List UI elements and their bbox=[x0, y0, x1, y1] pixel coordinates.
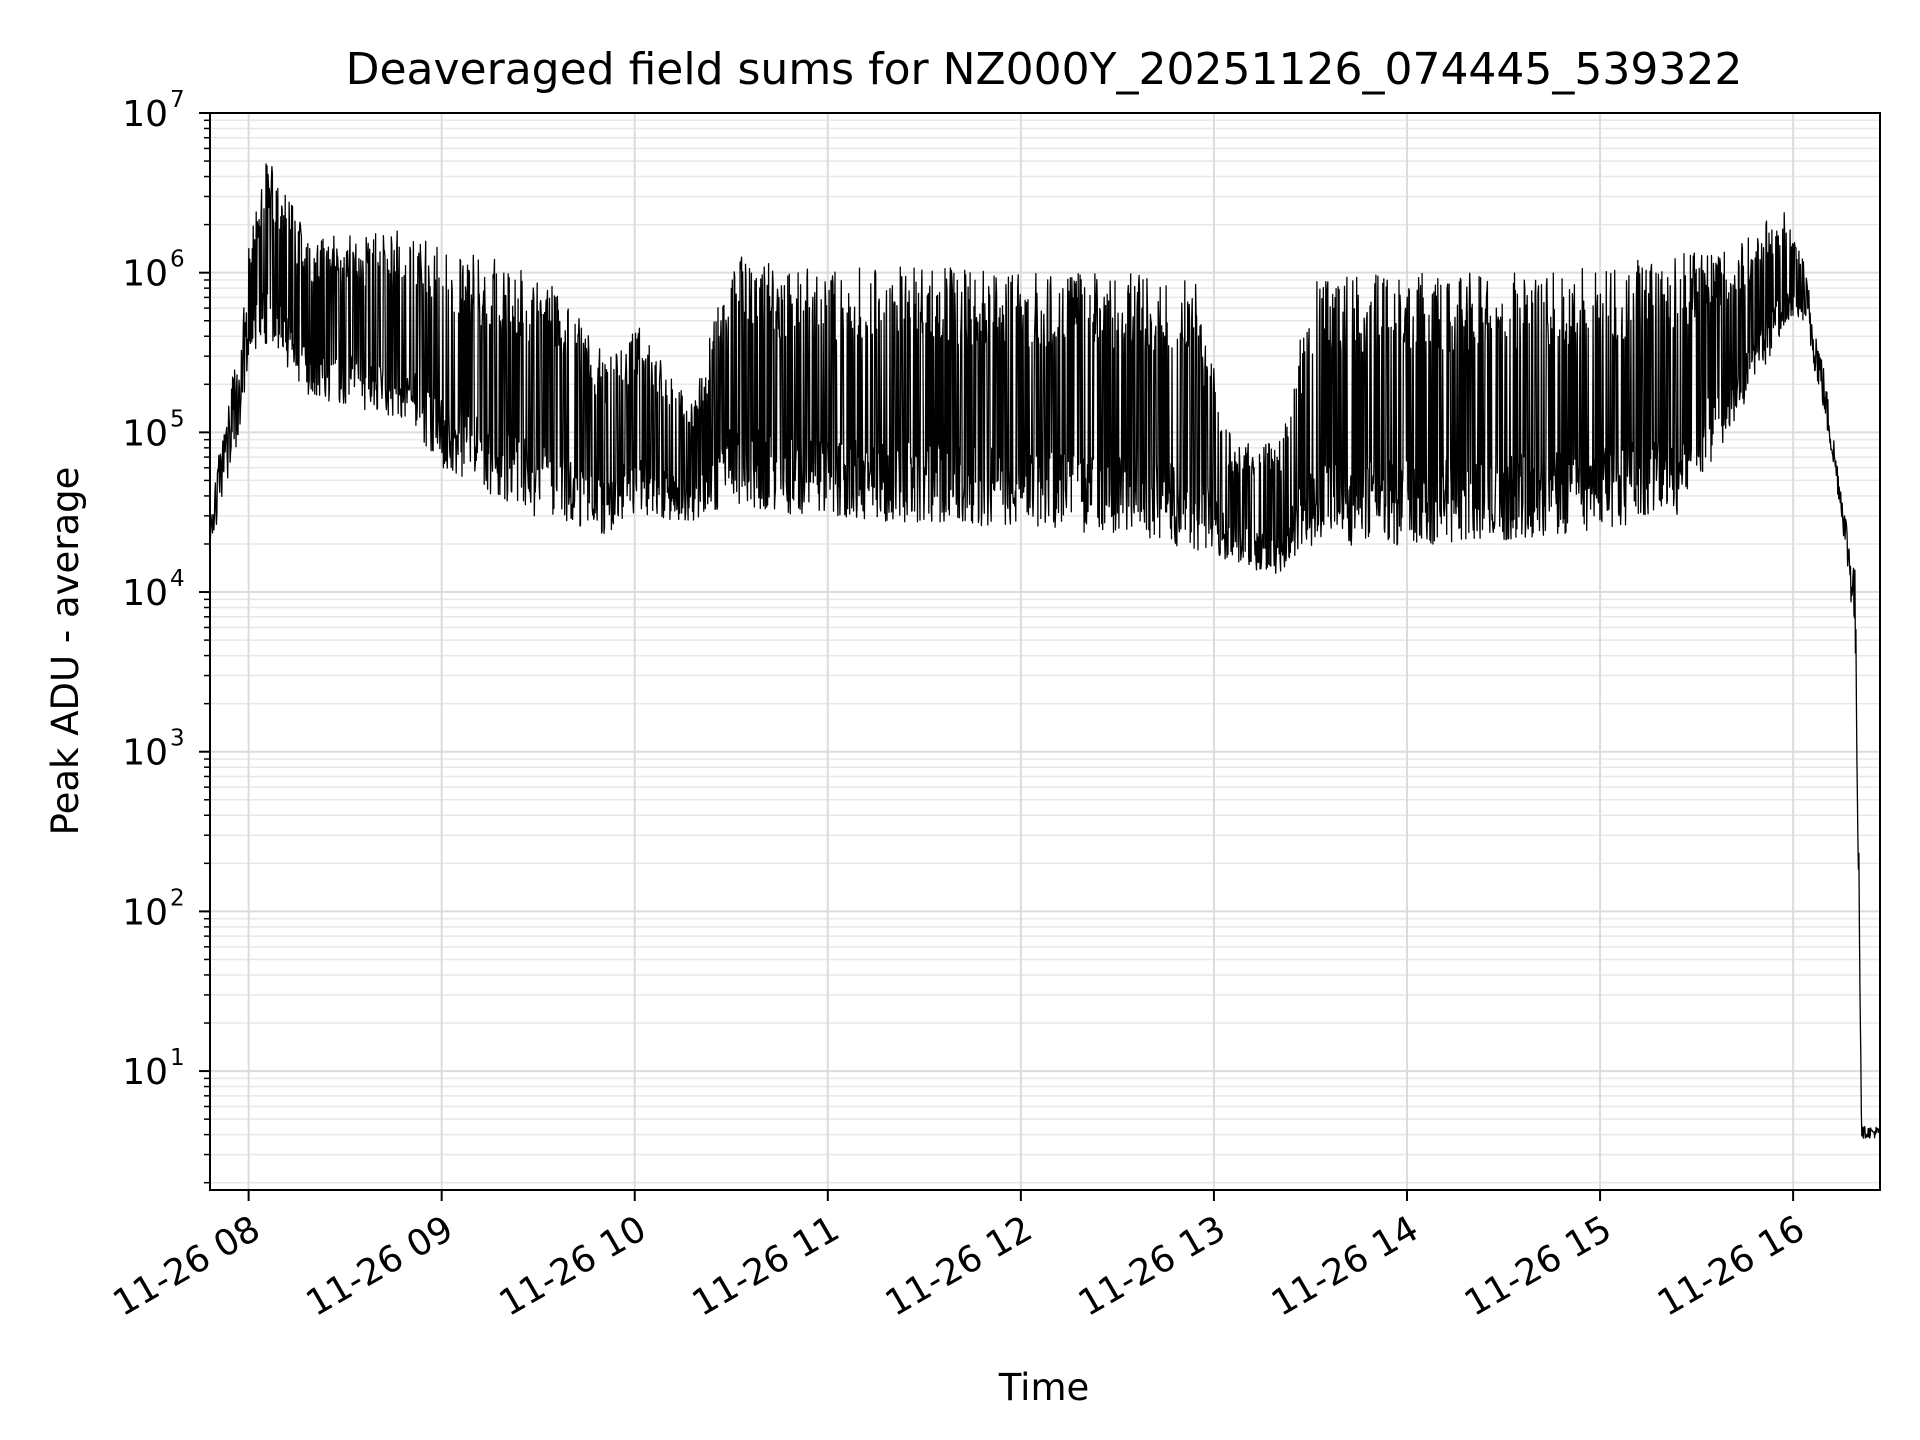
y-tick-exponent: 1 bbox=[170, 1045, 185, 1071]
x-axis-label: Time bbox=[998, 1366, 1090, 1409]
y-tick-exponent: 6 bbox=[170, 247, 185, 273]
plot-area bbox=[210, 113, 1880, 1190]
chart-title: Deaveraged field sums for NZ000Y_2025112… bbox=[346, 44, 1743, 95]
y-tick-label: 10 bbox=[122, 413, 168, 454]
series-layer bbox=[209, 163, 1881, 1139]
y-tick-exponent: 7 bbox=[170, 87, 185, 113]
y-tick-exponent: 2 bbox=[170, 885, 185, 911]
y-axis-label: Peak ADU - average bbox=[44, 467, 87, 836]
y-tick-label: 10 bbox=[122, 573, 168, 614]
y-tick-label: 10 bbox=[122, 254, 168, 295]
series-line bbox=[209, 163, 1881, 1139]
plot-frame bbox=[209, 112, 1881, 1191]
y-tick-exponent: 5 bbox=[170, 406, 185, 432]
y-tick-label: 10 bbox=[122, 892, 168, 933]
y-tick-label: 10 bbox=[122, 1052, 168, 1093]
y-tick-exponent: 3 bbox=[170, 726, 185, 752]
y-tick-exponent: 4 bbox=[170, 566, 185, 592]
y-tick-label: 10 bbox=[122, 733, 168, 774]
y-tick-label: 10 bbox=[122, 94, 168, 135]
